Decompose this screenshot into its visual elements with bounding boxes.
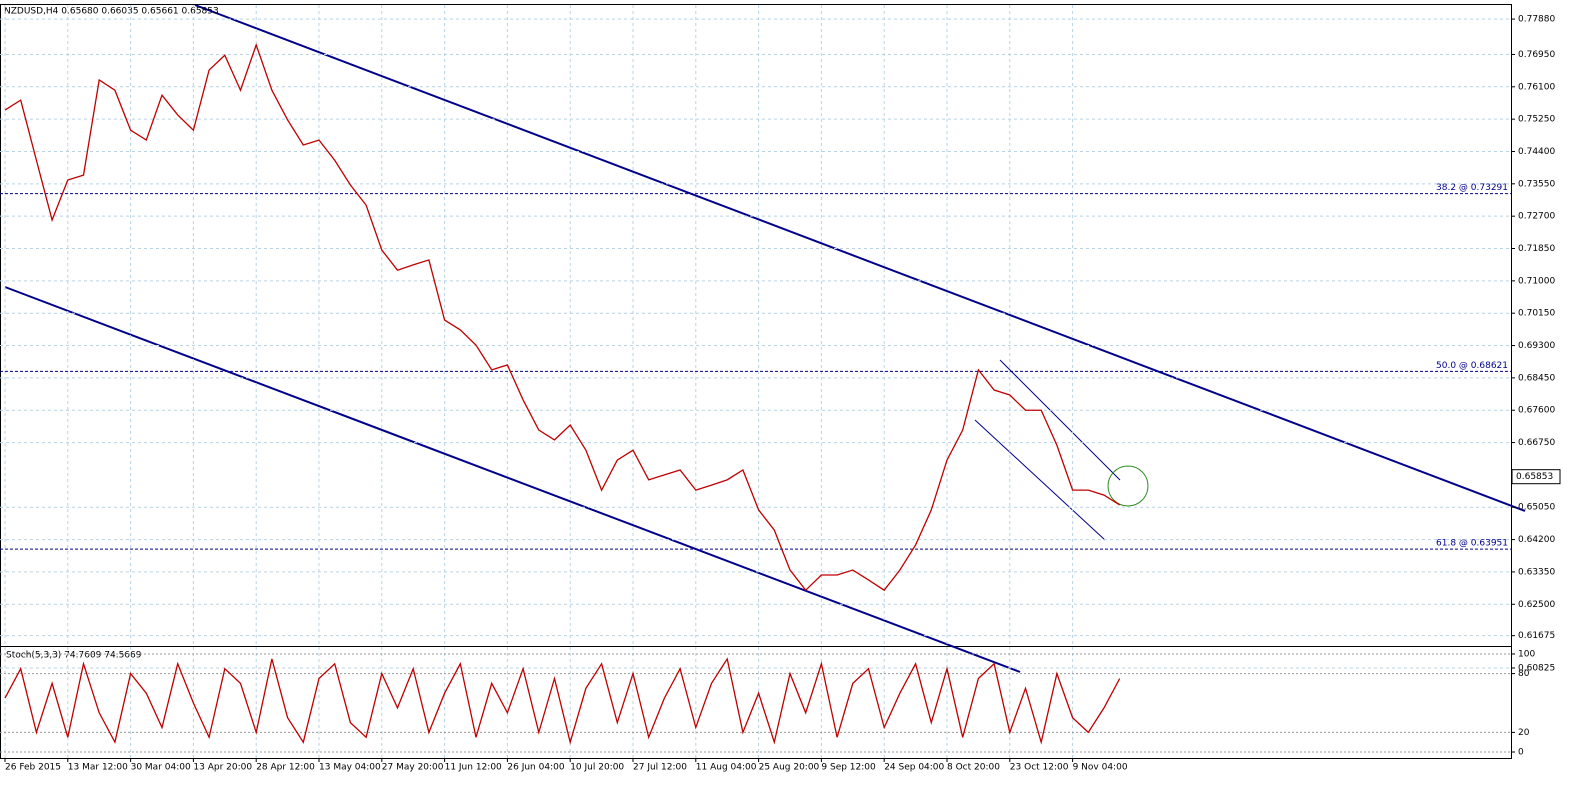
- small-channel-bottom: [974, 419, 1106, 541]
- y-tick-label: 100: [1518, 650, 1535, 660]
- y-tick-label: 0.66750: [1518, 438, 1555, 448]
- y-tick-label: 0.64200: [1518, 535, 1555, 545]
- x-tick-label: 11 Aug 04:00: [696, 763, 757, 773]
- y-tick-label: 0.68450: [1518, 373, 1555, 383]
- y-tick-label: 0.71850: [1518, 244, 1555, 254]
- x-tick-label: 8 Oct 20:00: [947, 763, 1000, 773]
- x-tick-label: 27 May 20:00: [382, 763, 444, 773]
- x-tick-label: 23 Oct 12:00: [1010, 763, 1069, 773]
- fib-label: 61.8 @ 0.63951: [1436, 539, 1508, 549]
- last-price-label: 0.65853: [1516, 472, 1553, 482]
- y-tick-label: 0.77880: [1518, 15, 1555, 25]
- y-tick-label: 0.71000: [1518, 276, 1555, 286]
- y-tick-label: 0.62500: [1518, 600, 1555, 610]
- y-tick-label: 0.61675: [1518, 631, 1555, 641]
- y-tick-label: 80: [1518, 669, 1530, 679]
- y-tick-label: 20: [1518, 728, 1530, 738]
- price-line: [4, 42, 1121, 592]
- x-tick-label: 9 Sep 12:00: [821, 763, 876, 773]
- x-tick-label: 26 Feb 2015: [5, 763, 61, 773]
- stoch-frame: [0, 646, 1512, 759]
- x-tick-label: 26 Jun 04:00: [507, 763, 564, 773]
- y-tick-label: 0.63350: [1518, 567, 1555, 577]
- y-tick-label: 0.70150: [1518, 309, 1555, 319]
- small-channel-top: [999, 359, 1121, 481]
- x-tick-label: 13 Apr 20:00: [193, 763, 252, 773]
- fib-label: 50.0 @ 0.68621: [1436, 361, 1508, 371]
- stoch-title: Stoch(5,3,3) 74.7609 74.5669: [6, 651, 142, 661]
- x-tick-label: 27 Jul 12:00: [633, 763, 687, 773]
- y-tick-label: 0.73550: [1518, 179, 1555, 189]
- y-tick-label: 0.72700: [1518, 212, 1555, 222]
- price-line: [4, 657, 1121, 745]
- y-tick-label: 0.67600: [1518, 406, 1555, 416]
- x-tick-label: 28 Apr 12:00: [256, 763, 315, 773]
- highlight-circle: [1107, 465, 1149, 507]
- x-tick-label: 10 Jul 20:00: [570, 763, 624, 773]
- y-tick-label: 0.65050: [1518, 503, 1555, 513]
- y-tick-label: 0.74400: [1518, 147, 1555, 157]
- last-price-box: [1511, 469, 1561, 485]
- y-tick-label: 0.69300: [1518, 341, 1555, 351]
- y-tick-label: 0.60825: [1518, 664, 1555, 674]
- upper-channel: [194, 4, 1526, 512]
- x-tick-label: 24 Sep 04:00: [884, 763, 944, 773]
- y-tick-label: 0: [1518, 748, 1524, 758]
- x-tick-label: 11 Jun 12:00: [445, 763, 502, 773]
- x-tick-label: 13 May 04:00: [319, 763, 381, 773]
- y-tick-label: 0.75250: [1518, 115, 1555, 125]
- x-tick-label: 13 Mar 12:00: [68, 763, 128, 773]
- x-tick-label: 30 Mar 04:00: [131, 763, 191, 773]
- fib-label: 38.2 @ 0.73291: [1436, 183, 1508, 193]
- chart-title: NZDUSD,H4 0.65680 0.66035 0.65661 0.6585…: [4, 7, 219, 17]
- x-tick-label: 25 Aug 20:00: [759, 763, 820, 773]
- y-tick-label: 0.76950: [1518, 50, 1555, 60]
- x-tick-label: 9 Nov 04:00: [1073, 763, 1128, 773]
- y-tick-label: 0.76100: [1518, 82, 1555, 92]
- lower-channel: [4, 286, 1021, 673]
